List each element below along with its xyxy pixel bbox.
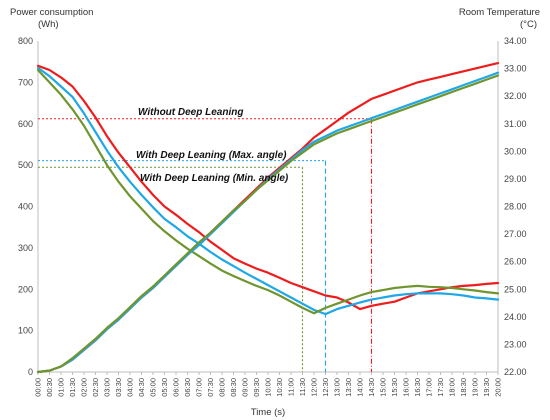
x-tick-label: 05:30 <box>160 378 169 397</box>
x-tick-label: 11:00 <box>287 378 296 396</box>
x-tick-label: 01:30 <box>68 378 77 397</box>
x-tick-label: 03:00 <box>103 378 112 397</box>
x-tick-label: 08:00 <box>218 378 227 397</box>
left-axis-title-line1: Power consumption <box>10 7 93 18</box>
x-tick-label: 14:00 <box>356 378 365 397</box>
x-tick-label: 18:30 <box>459 378 468 397</box>
right-y-tick-label: 32.00 <box>504 91 527 101</box>
x-tick-label: 06:00 <box>172 378 181 397</box>
x-tick-label: 04:30 <box>137 378 146 397</box>
x-tick-label: 00:00 <box>34 378 43 397</box>
x-tick-label: 12:30 <box>321 378 330 397</box>
right-y-tick-label: 33.00 <box>504 64 527 74</box>
x-tick-label: 10:00 <box>264 378 273 397</box>
right-y-tick-label: 23.00 <box>504 339 527 349</box>
x-tick-label: 09:30 <box>252 378 261 397</box>
x-tick-label: 13:30 <box>344 378 353 397</box>
left-y-tick-label: 500 <box>18 160 33 170</box>
right-axis-title-line1: Room Temperature <box>459 7 540 18</box>
power-series-line <box>36 66 500 316</box>
left-y-tick-label: 800 <box>18 36 33 46</box>
left-y-tick-label: 300 <box>18 243 33 253</box>
x-tick-label: 07:00 <box>195 378 204 397</box>
x-tick-label: 16:00 <box>402 378 411 397</box>
x-tick-label: 13:00 <box>333 378 342 397</box>
temperature-series-line <box>36 74 500 374</box>
right-axis-title-line2: (°C) <box>520 19 537 30</box>
right-y-tick-label: 29.00 <box>504 174 527 184</box>
reference-lines <box>38 118 373 372</box>
x-tick-label: 15:30 <box>390 378 399 397</box>
series-lines <box>36 61 500 374</box>
series-annotation: With Deep Leaning (Min. angle) <box>140 173 289 184</box>
series-annotation: With Deep Leaning (Max. angle) <box>136 150 287 161</box>
x-tick-label: 19:00 <box>471 378 480 397</box>
power-series-line <box>36 68 500 315</box>
x-tick-label: 11:30 <box>298 378 307 396</box>
x-tick-label: 17:30 <box>436 378 445 397</box>
x-tick-label: 04:00 <box>126 378 135 397</box>
left-axis-title-line2: (Wh) <box>38 19 59 30</box>
x-tick-label: 12:00 <box>310 378 319 397</box>
x-tick-label: 17:00 <box>425 378 434 397</box>
x-tick-label: 09:00 <box>241 378 250 397</box>
x-tick-label: 08:30 <box>229 378 238 397</box>
left-y-tick-label: 200 <box>18 284 33 294</box>
left-y-tick-label: 600 <box>18 119 33 129</box>
temperature-series-line <box>36 61 500 374</box>
left-y-tick-label: 400 <box>18 202 33 212</box>
x-tick-label: 07:30 <box>206 378 215 397</box>
right-y-tick-label: 25.00 <box>504 284 527 294</box>
x-tick-label: 16:30 <box>413 378 422 397</box>
x-axis-title: Time (s) <box>251 407 285 418</box>
axes <box>37 41 499 375</box>
x-tick-label: 05:00 <box>149 378 158 397</box>
x-tick-label: 06:30 <box>183 378 192 397</box>
right-y-tick-label: 31.00 <box>504 119 527 129</box>
series-annotation: Without Deep Leaning <box>138 107 243 118</box>
right-y-tick-label: 24.00 <box>504 312 527 322</box>
right-y-tick-label: 22.00 <box>504 367 527 377</box>
x-tick-label: 10:30 <box>275 378 284 397</box>
x-tick-label: 02:30 <box>91 378 100 397</box>
x-tick-label: 15:00 <box>379 378 388 397</box>
right-y-tick-label: 30.00 <box>504 146 527 156</box>
left-y-tick-label: 700 <box>18 77 33 87</box>
right-y-tick-label: 27.00 <box>504 229 527 239</box>
x-tick-label: 00:30 <box>45 378 54 397</box>
x-tick-label: 19:30 <box>482 378 491 397</box>
right-y-tick-label: 34.00 <box>504 36 527 46</box>
x-tick-label: 01:00 <box>57 378 66 397</box>
x-tick-label: 02:00 <box>80 378 89 397</box>
x-tick-label: 03:30 <box>114 378 123 397</box>
power-series-line <box>36 64 500 311</box>
right-y-tick-label: 28.00 <box>504 202 527 212</box>
annotations: Without Deep Leaning With Deep Leaning (M… <box>136 107 289 184</box>
right-y-tick-label: 26.00 <box>504 257 527 267</box>
left-y-tick-label: 100 <box>18 326 33 336</box>
x-tick-label: 18:00 <box>448 378 457 397</box>
x-tick-label: 20:00 <box>494 378 503 397</box>
x-tick-label: 14:30 <box>367 378 376 397</box>
tick-labels: 0 100 200 300 400 500 600 700 800 22.00 23.00 24.00… <box>18 36 527 397</box>
left-y-tick-label: 0 <box>28 367 33 377</box>
